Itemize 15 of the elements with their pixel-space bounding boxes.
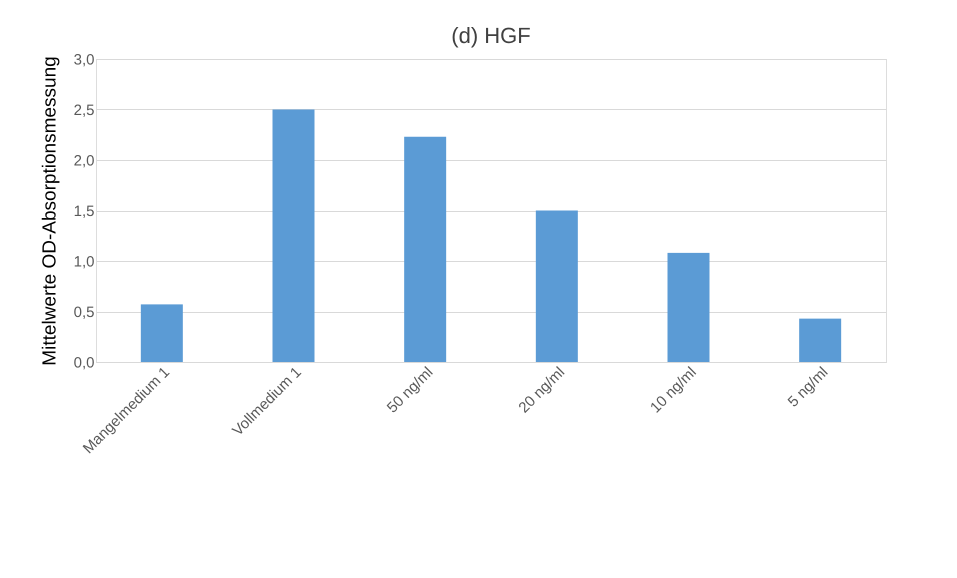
bar bbox=[799, 318, 842, 362]
chart-title: (d) HGF bbox=[451, 23, 531, 48]
bar bbox=[272, 110, 314, 362]
y-tick-label: 3,0 bbox=[74, 52, 94, 68]
y-axis-title: Mittelwerte OD-Absorptionsmessung bbox=[40, 56, 61, 366]
y-tick-label: 0,0 bbox=[74, 354, 94, 372]
bar bbox=[668, 252, 710, 362]
bar bbox=[140, 304, 183, 362]
y-tick-label: 0,5 bbox=[74, 304, 94, 321]
bar bbox=[404, 136, 446, 362]
y-tick-label: 2,0 bbox=[74, 152, 94, 170]
y-tick-label: 2,5 bbox=[74, 102, 94, 119]
bar bbox=[536, 210, 578, 362]
y-tick-label: 1,5 bbox=[74, 203, 94, 220]
y-tick-label: 1,0 bbox=[74, 254, 94, 270]
